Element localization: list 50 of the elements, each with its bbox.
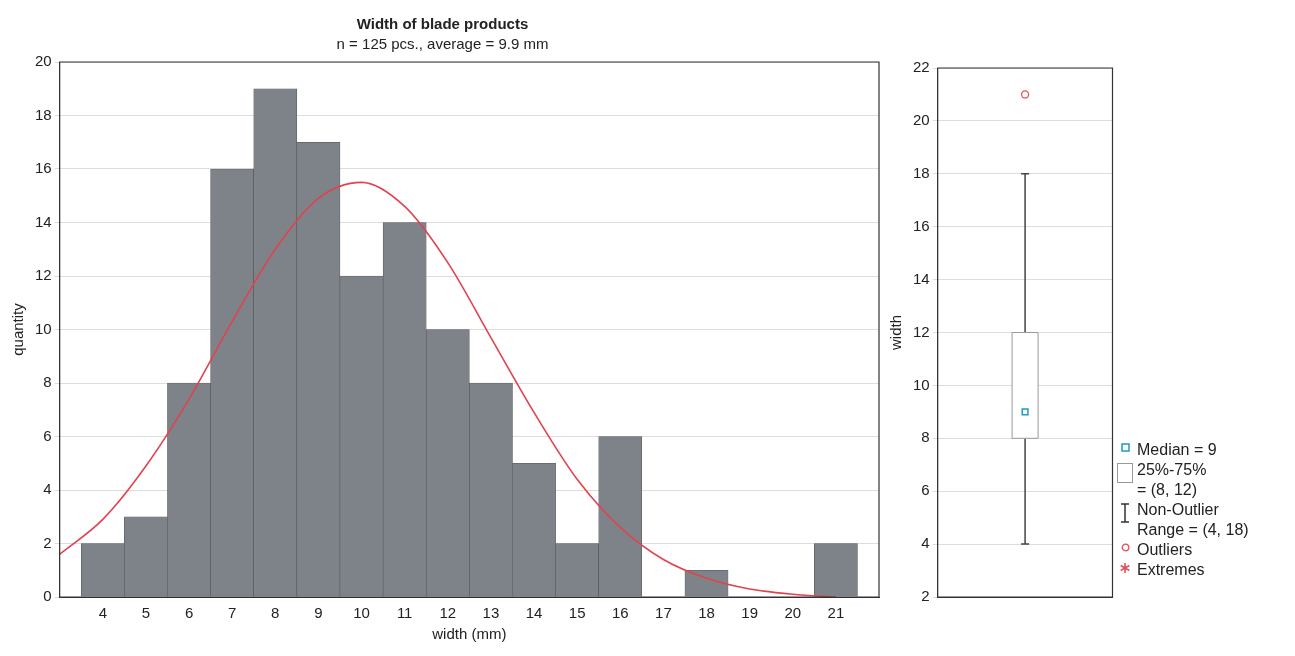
y-tick-label: 22 <box>913 58 930 76</box>
x-tick-label: 18 <box>698 604 715 622</box>
text: 25%-75% = (8, 12) <box>1137 460 1207 500</box>
y-tick-label: 4 <box>43 480 52 498</box>
x-tick-label: 5 <box>141 604 151 622</box>
y-axis-title: width <box>887 314 905 352</box>
y-tick-label: 10 <box>35 319 52 337</box>
x-tick-label: 17 <box>655 604 672 622</box>
y-tick-label: 10 <box>913 375 930 393</box>
y-tick-label: 12 <box>913 322 930 340</box>
x-tick-label: 8 <box>271 604 280 622</box>
y-tick-label: 12 <box>35 266 52 284</box>
text: Extremes <box>1137 560 1205 580</box>
y-tick-label: 0 <box>43 587 52 605</box>
x-tick-label: 6 <box>184 604 194 622</box>
y-tick-label: 18 <box>35 105 52 123</box>
y-tick-label: 14 <box>913 269 930 287</box>
y-tick-label: 6 <box>43 426 52 444</box>
x-tick-label: 14 <box>525 604 543 622</box>
chart-title: Width of blade products <box>356 15 529 33</box>
y-tick-label: 16 <box>913 216 930 234</box>
y-tick-label: 20 <box>913 111 930 129</box>
x-tick-label: 16 <box>611 604 629 622</box>
chart-subtitle: n = 125 pcs., average = 9.9 mm <box>336 35 549 53</box>
y-tick-label: 16 <box>35 159 52 177</box>
y-tick-label: 2 <box>921 587 930 605</box>
y-tick-label: 14 <box>35 212 52 230</box>
y-tick-label: 2 <box>43 533 52 551</box>
x-tick-label: 21 <box>827 604 845 622</box>
y-tick-label: 6 <box>921 481 930 499</box>
x-tick-label: 10 <box>353 604 370 622</box>
text: Outliers <box>1137 540 1193 560</box>
x-axis-title: width (mm) <box>431 625 507 643</box>
y-tick-label: 4 <box>921 534 930 552</box>
x-tick-label: 9 <box>314 604 323 622</box>
text: Median = 9 <box>1137 440 1217 460</box>
x-tick-label: 15 <box>568 604 586 622</box>
x-tick-label: 11 <box>396 604 413 622</box>
x-tick-label: 19 <box>741 604 758 622</box>
y-tick-label: 8 <box>921 428 930 446</box>
x-tick-label: 12 <box>439 604 457 622</box>
x-tick-label: 13 <box>482 604 500 622</box>
x-tick-label: 7 <box>228 604 237 622</box>
y-axis-title: quantity <box>9 302 27 356</box>
y-tick-label: 8 <box>43 373 52 391</box>
x-tick-label: 20 <box>784 604 802 622</box>
text: Non-Outlier Range = (4, 18) <box>1137 500 1249 540</box>
x-tick-label: 4 <box>98 604 107 622</box>
y-tick-label: 18 <box>913 163 930 181</box>
y-tick-label: 20 <box>35 52 52 70</box>
